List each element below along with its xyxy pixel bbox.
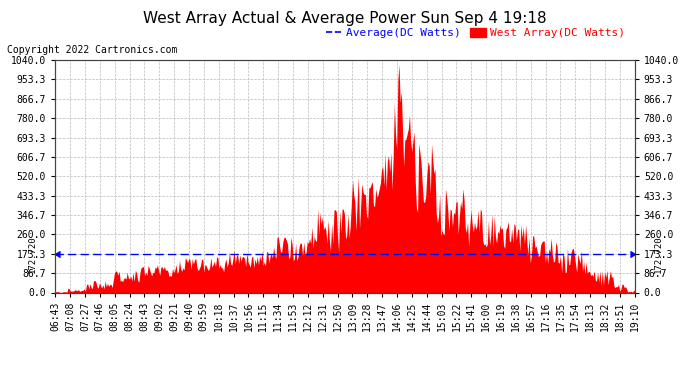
Legend: Average(DC Watts), West Array(DC Watts): Average(DC Watts), West Array(DC Watts): [322, 24, 629, 43]
Text: West Array Actual & Average Power Sun Sep 4 19:18: West Array Actual & Average Power Sun Se…: [144, 11, 546, 26]
Text: Copyright 2022 Cartronics.com: Copyright 2022 Cartronics.com: [7, 45, 177, 55]
Text: 172.720: 172.720: [28, 235, 37, 273]
Text: 172.720: 172.720: [653, 235, 662, 273]
